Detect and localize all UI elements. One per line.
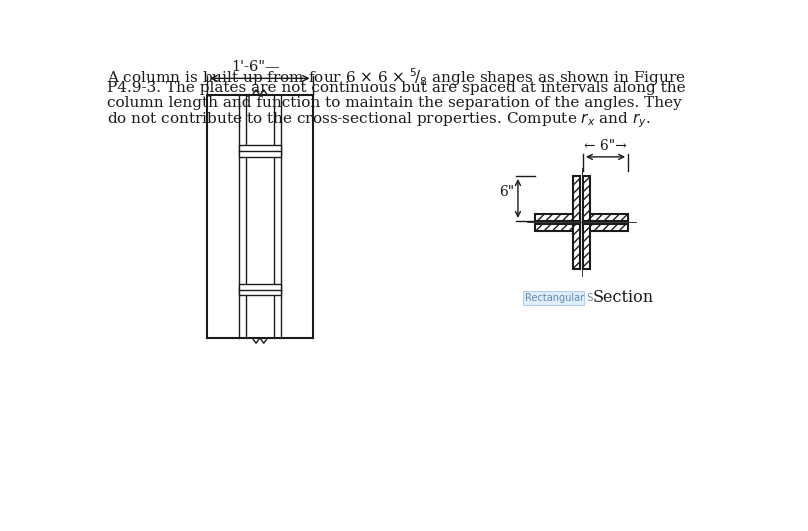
Text: Section: Section [593, 288, 654, 305]
Bar [239, 145, 281, 157]
Polygon shape [583, 224, 628, 231]
Bar [524, 291, 584, 305]
Polygon shape [583, 176, 590, 221]
Text: 6": 6" [499, 185, 514, 199]
Bar [239, 284, 281, 295]
Text: A column is built up from four 6 $\times$ 6 $\times$ $^5\!/_8$ angle shapes as s: A column is built up from four 6 $\times… [107, 67, 686, 89]
Text: P4.9-3. The plates are not continuous but are spaced at intervals along the: P4.9-3. The plates are not continuous bu… [107, 81, 686, 96]
Polygon shape [535, 224, 580, 231]
Text: Rectangular S…: Rectangular S… [525, 293, 603, 303]
Polygon shape [583, 224, 590, 269]
Polygon shape [535, 214, 580, 221]
Polygon shape [573, 176, 580, 221]
Text: 1'-6"—: 1'-6"— [232, 61, 280, 74]
Polygon shape [573, 224, 580, 269]
Polygon shape [583, 214, 628, 221]
Text: column length and function to maintain the separation of the angles. They: column length and function to maintain t… [107, 96, 682, 110]
Text: do not contribute to the cross-sectional properties. Compute $r_x$ and $r_y$.: do not contribute to the cross-sectional… [107, 110, 651, 130]
Text: ← 6"→: ← 6"→ [584, 139, 627, 153]
